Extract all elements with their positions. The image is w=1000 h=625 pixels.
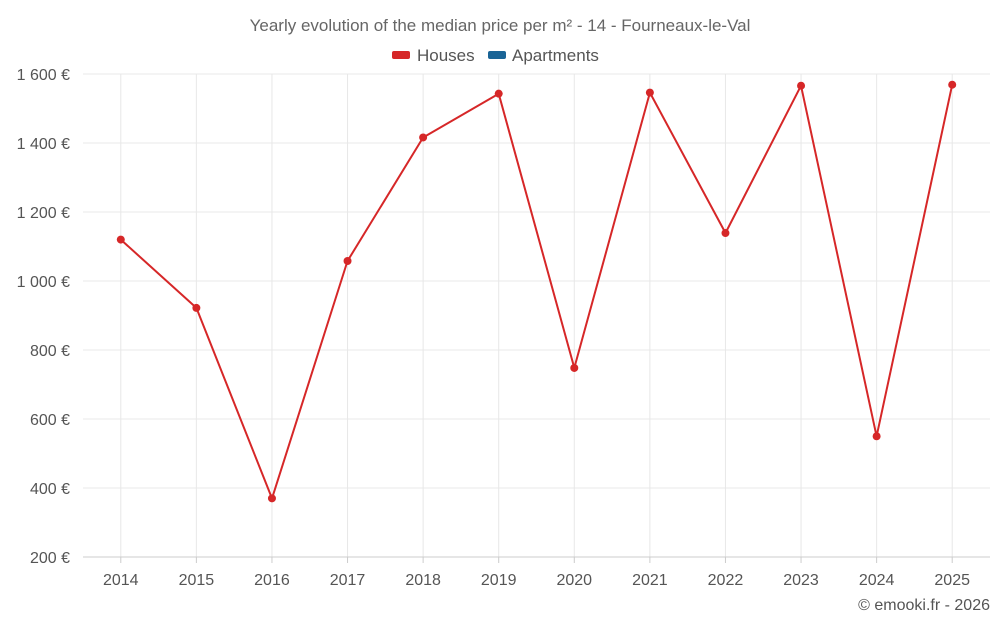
- data-point[interactable]: [721, 229, 730, 238]
- x-tick-label: 2025: [934, 572, 970, 589]
- x-tick-label: 2015: [179, 572, 215, 589]
- y-tick-label: 1 000 €: [17, 274, 70, 291]
- x-tick-label: 2020: [556, 572, 592, 589]
- x-tick-label: 2021: [632, 572, 668, 589]
- x-tick-label: 2018: [405, 572, 441, 589]
- y-tick-label: 200 €: [30, 550, 70, 567]
- x-tick-label: 2017: [330, 572, 366, 589]
- grid: [83, 73, 990, 557]
- data-point[interactable]: [343, 256, 352, 265]
- series-houses: [116, 80, 957, 503]
- y-tick-label: 1 400 €: [17, 136, 70, 153]
- data-point[interactable]: [267, 494, 276, 503]
- legend-swatch-houses: [392, 51, 410, 59]
- y-axis: 200 € 400 € 600 € 800 € 1 000 € 1 200 € 1 400 …: [17, 67, 70, 567]
- data-point[interactable]: [645, 88, 654, 97]
- x-tick-label: 2014: [103, 572, 139, 589]
- y-tick-label: 400 €: [30, 481, 70, 498]
- x-tick-label: 2023: [783, 572, 819, 589]
- data-point[interactable]: [872, 432, 881, 441]
- data-point[interactable]: [494, 89, 503, 98]
- data-point[interactable]: [948, 80, 957, 89]
- x-tick-label: 2019: [481, 572, 517, 589]
- legend-label-apartments[interactable]: Apartments: [512, 46, 599, 65]
- y-tick-label: 1 200 €: [17, 205, 70, 222]
- legend-swatch-apartments: [488, 51, 506, 59]
- data-point[interactable]: [192, 303, 201, 312]
- x-tick-label: 2016: [254, 572, 290, 589]
- y-tick-label: 600 €: [30, 412, 70, 429]
- chart-title: Yearly evolution of the median price per…: [250, 16, 751, 35]
- data-point[interactable]: [419, 133, 428, 142]
- legend: Houses Apartments: [392, 46, 599, 65]
- credit-text: © emooki.fr - 2026: [858, 597, 990, 614]
- x-tick-label: 2024: [859, 572, 895, 589]
- legend-label-houses[interactable]: Houses: [417, 46, 475, 65]
- x-tick-label: 2022: [708, 572, 744, 589]
- series-line-houses: [120, 84, 954, 500]
- data-point[interactable]: [116, 235, 125, 244]
- data-point[interactable]: [570, 363, 579, 372]
- y-tick-label: 800 €: [30, 343, 70, 360]
- data-point[interactable]: [797, 81, 806, 90]
- x-axis: 2014 2015 2016 2017 2018 2019 2020 2021 2022 2023…: [83, 556, 990, 589]
- y-tick-label: 1 600 €: [17, 67, 70, 84]
